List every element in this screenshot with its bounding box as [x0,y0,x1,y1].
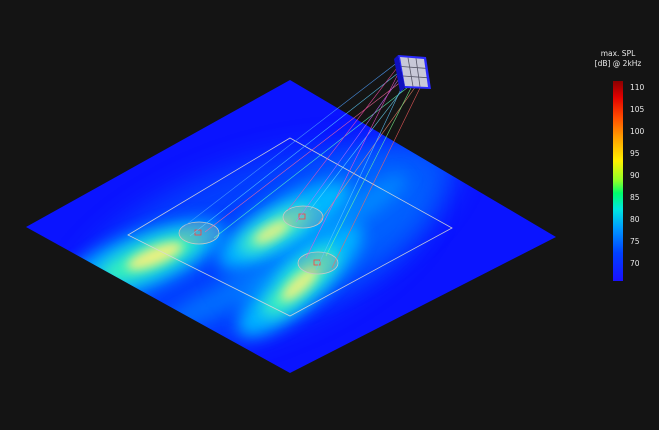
colorbar-tick-label: 90 [630,171,640,180]
legend-title: max. SPL [dB] @ 2kHz [578,49,658,69]
colorbar-tick-label: 70 [630,259,640,268]
spl-colorbar [613,81,623,281]
colorbar-tick-label: 95 [630,149,640,158]
colorbar-tick-label: 100 [630,127,645,136]
ray-lines [181,61,421,271]
legend-title-line2: [dB] @ 2kHz [594,59,642,68]
legend-title-line1: max. SPL [600,49,636,58]
target-marker [178,221,220,245]
colorbar-tick-label: 85 [630,193,640,202]
speaker-array-icon [394,55,431,92]
spl-floor-heatmap [26,80,556,373]
colorbar-tick-label: 105 [630,105,645,114]
colorbar-tick-label: 80 [630,215,640,224]
colorbar-tick-label: 110 [630,83,645,92]
target-marker [282,205,324,229]
listening-area-outline [127,137,453,317]
colorbar-tick-label: 75 [630,237,640,246]
target-marker [297,251,339,275]
target-markers [178,205,339,275]
